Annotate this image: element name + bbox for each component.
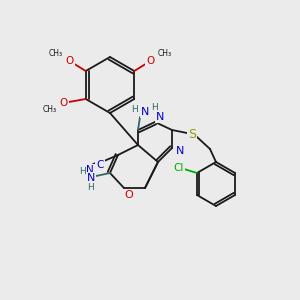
Text: O: O (66, 56, 74, 66)
Text: N: N (176, 146, 184, 156)
Text: CH₃: CH₃ (43, 106, 57, 115)
Text: S: S (188, 128, 196, 140)
Text: O: O (60, 98, 68, 108)
Text: CH₃: CH₃ (49, 50, 63, 58)
Text: O: O (146, 56, 154, 66)
Text: N: N (141, 107, 149, 117)
Text: CH₃: CH₃ (157, 50, 171, 58)
Text: Cl: Cl (174, 163, 184, 173)
Text: H: H (132, 104, 138, 113)
Text: N: N (87, 173, 95, 183)
Text: O: O (124, 190, 134, 200)
Text: H: H (88, 182, 94, 191)
Text: H: H (151, 103, 158, 112)
Text: C: C (96, 160, 104, 170)
Text: N: N (86, 165, 94, 175)
Text: N: N (156, 112, 164, 122)
Text: H: H (80, 167, 86, 176)
